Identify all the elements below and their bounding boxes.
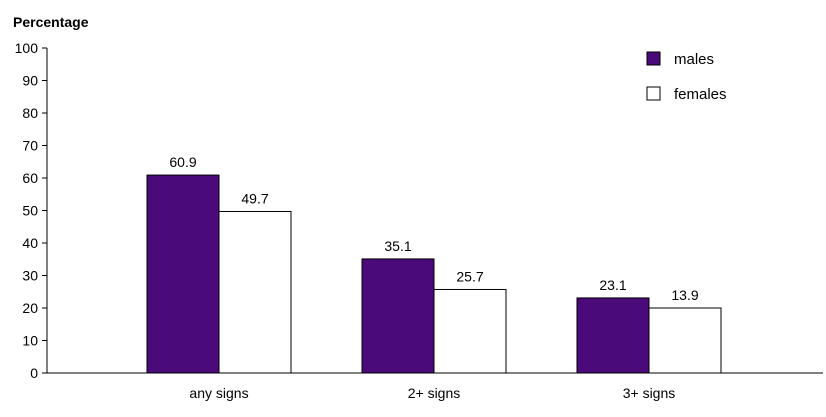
y-tick-label: 20 — [22, 300, 38, 316]
y-tick-label: 80 — [22, 105, 38, 121]
y-tick-label: 60 — [22, 170, 38, 186]
x-tick-label: 2+ signs — [408, 385, 461, 401]
y-tick-label: 0 — [30, 365, 38, 381]
bar-males — [576, 297, 650, 374]
y-tick-label: 90 — [22, 73, 38, 89]
y-tick-label: 10 — [22, 333, 38, 349]
legend-label-females: females — [674, 86, 727, 103]
y-tick-label: 70 — [22, 138, 38, 154]
bars: 60.9 49.7 35.1 25.7 23.1 13.9 — [146, 154, 722, 374]
bar-females — [648, 307, 722, 374]
bar-males — [146, 174, 220, 374]
x-tick-label: 3+ signs — [623, 385, 676, 401]
legend: males females — [646, 51, 727, 103]
y-tick-label: 50 — [22, 203, 38, 219]
legend-swatch-females — [646, 86, 661, 101]
bar-females — [218, 210, 292, 374]
y-axis-title: Percentage — [13, 14, 89, 30]
data-label: 35.1 — [384, 238, 411, 254]
data-label: 25.7 — [456, 268, 483, 284]
legend-swatch-males — [646, 51, 661, 66]
bar-females — [433, 288, 507, 374]
data-label: 60.9 — [169, 154, 196, 170]
bar-males — [361, 258, 435, 374]
x-tick-label: any signs — [189, 385, 248, 401]
data-label: 49.7 — [241, 190, 268, 206]
legend-label-males: males — [674, 51, 714, 68]
data-label: 23.1 — [599, 277, 626, 293]
y-axis: 0 10 20 30 40 50 60 70 80 90 100 — [15, 40, 48, 381]
data-label: 13.9 — [671, 287, 698, 303]
y-tick-label: 30 — [22, 268, 38, 284]
x-axis: any signs 2+ signs 3+ signs — [47, 372, 823, 401]
y-tick-label: 40 — [22, 235, 38, 251]
y-tick-label: 100 — [15, 40, 39, 56]
